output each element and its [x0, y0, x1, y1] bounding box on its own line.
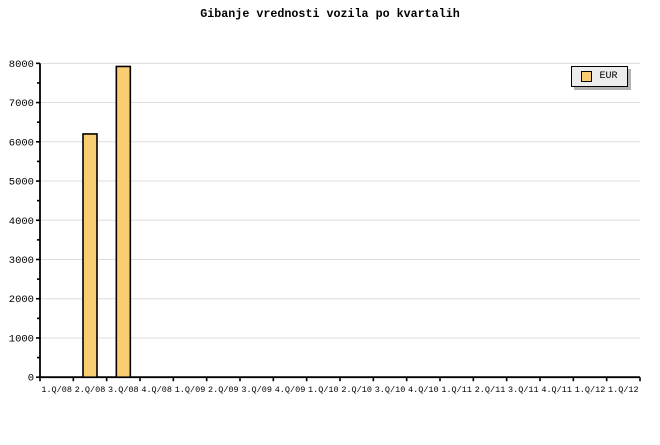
svg-text:1.Q/09: 1.Q/09	[175, 385, 206, 395]
svg-text:0: 0	[28, 373, 34, 385]
svg-text:4.Q/11: 4.Q/11	[541, 385, 572, 395]
svg-text:1.Q/12: 1.Q/12	[608, 385, 639, 395]
svg-text:3000: 3000	[9, 255, 34, 267]
svg-text:4.Q/09: 4.Q/09	[275, 385, 306, 395]
svg-text:2.Q/08: 2.Q/08	[75, 385, 106, 395]
svg-text:4000: 4000	[9, 216, 34, 228]
svg-text:4.Q/08: 4.Q/08	[141, 385, 172, 395]
svg-text:2.Q/09: 2.Q/09	[208, 385, 239, 395]
svg-text:2000: 2000	[9, 294, 34, 306]
svg-text:8000: 8000	[9, 59, 34, 71]
svg-text:3.Q/11: 3.Q/11	[508, 385, 539, 395]
svg-text:5000: 5000	[9, 177, 34, 189]
svg-text:1.Q/10: 1.Q/10	[308, 385, 339, 395]
svg-text:1.Q/11: 1.Q/11	[441, 385, 472, 395]
svg-text:3.Q/08: 3.Q/08	[108, 385, 139, 395]
svg-text:1.Q/12: 1.Q/12	[575, 385, 606, 395]
svg-text:3.Q/09: 3.Q/09	[241, 385, 272, 395]
svg-text:1.Q/08: 1.Q/08	[41, 385, 72, 395]
svg-text:7000: 7000	[9, 98, 34, 110]
svg-text:1000: 1000	[9, 333, 34, 345]
svg-text:2.Q/11: 2.Q/11	[475, 385, 506, 395]
svg-text:6000: 6000	[9, 137, 34, 149]
svg-text:3.Q/10: 3.Q/10	[375, 385, 406, 395]
svg-text:4.Q/10: 4.Q/10	[408, 385, 439, 395]
svg-text:2.Q/10: 2.Q/10	[341, 385, 372, 395]
